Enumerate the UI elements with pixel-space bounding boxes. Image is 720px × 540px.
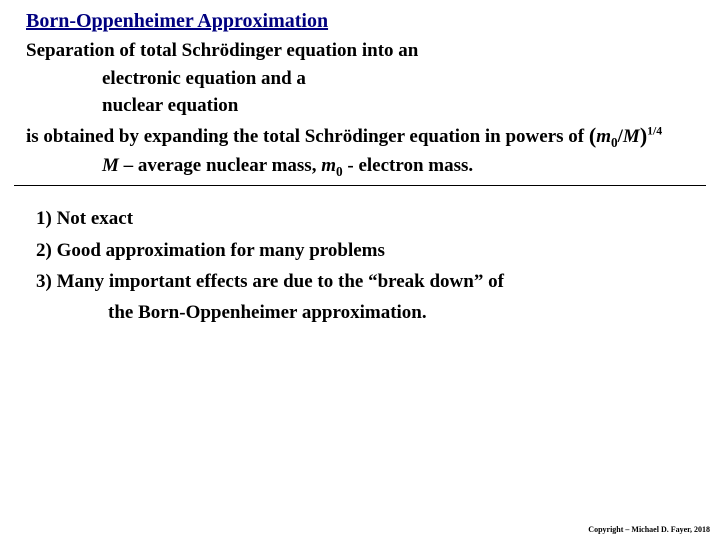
formula-m0M: (m0/M)1/4 xyxy=(589,126,662,147)
body-line-1: Separation of total Schrödinger equation… xyxy=(26,37,706,65)
divider-line xyxy=(14,185,706,186)
list-item-3b: the Born-Oppenheimer approximation. xyxy=(108,298,706,327)
list-item-2: 2) Good approximation for many problems xyxy=(36,236,706,265)
sub-0b: 0 xyxy=(336,163,343,178)
body-line-4: is obtained by expanding the total Schrö… xyxy=(26,120,706,152)
slide: Born-Oppenheimer Approximation Separatio… xyxy=(0,0,720,540)
list-item-1: 1) Not exact xyxy=(36,204,706,233)
var-m2: m xyxy=(321,155,336,176)
l5-mid: – average nuclear mass, xyxy=(119,155,321,176)
var-m: m xyxy=(596,126,611,147)
l5-end: - electron mass. xyxy=(343,155,474,176)
body-line-3: nuclear equation xyxy=(102,92,706,120)
numbered-list: 1) Not exact 2) Good approximation for m… xyxy=(36,204,706,328)
body-line-5: M – average nuclear mass, m0 - electron … xyxy=(102,152,706,180)
slide-title: Born-Oppenheimer Approximation xyxy=(26,10,706,33)
list-item-3: 3) Many important effects are due to the… xyxy=(36,267,706,296)
body-line-4-text: is obtained by expanding the total Schrö… xyxy=(26,126,589,147)
sub-0: 0 xyxy=(611,134,618,149)
body-line-2: electronic equation and a xyxy=(102,65,706,93)
var-M: M xyxy=(623,126,640,147)
exp-quarter: 1/4 xyxy=(647,124,662,137)
copyright-text: Copyright – Michael D. Fayer, 2018 xyxy=(588,525,710,534)
var-M2: M xyxy=(102,155,119,176)
